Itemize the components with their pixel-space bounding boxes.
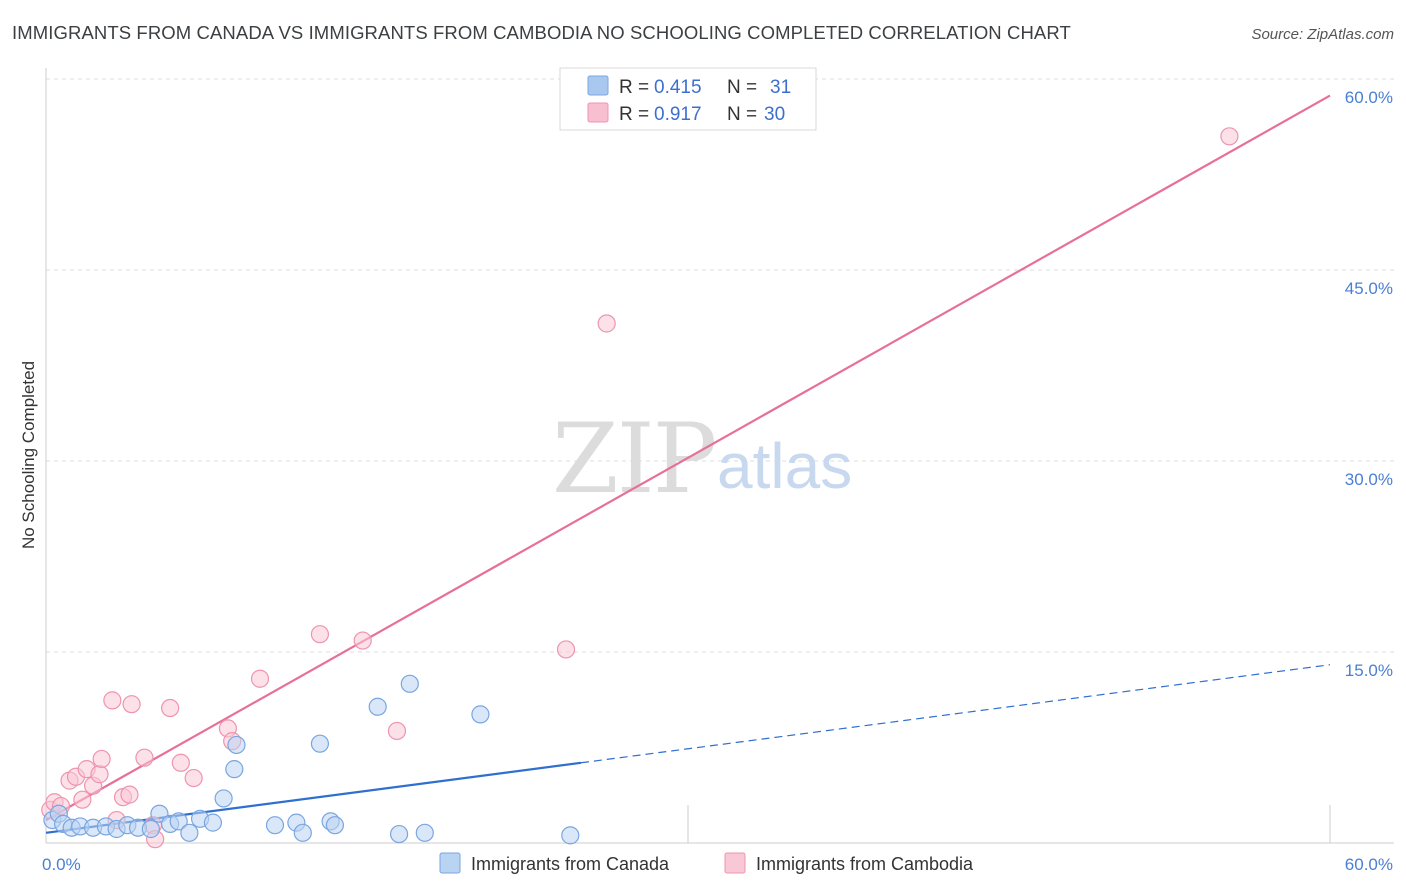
trendline-cambodia [45,94,1331,822]
point-canada [325,816,344,835]
points-layer [41,127,1239,849]
point-cambodia [310,625,330,644]
legend-swatch-canada [587,75,609,96]
point-cambodia [120,785,139,804]
chart-title: IMMIGRANTS FROM CANADA VS IMMIGRANTS FRO… [12,22,1071,43]
ticks-layer: 15.0% 30.0% 45.0% 60.0% 0.0% 60.0% [42,88,1393,874]
y-tick-label: 30.0% [1345,470,1393,489]
x-tick-label: 60.0% [1345,855,1393,874]
point-cambodia [122,695,141,714]
legend-n-label-canada: N = [727,77,757,98]
point-cambodia [184,768,203,788]
point-canada [203,813,223,832]
point-cambodia [161,698,180,718]
point-canada [169,812,188,831]
point-canada [225,760,244,779]
watermark-zip: ZIP [552,403,715,515]
point-canada [390,824,409,844]
point-cambodia [171,753,190,772]
series-legend-label-canada: Immigrants from Canada [471,854,670,874]
point-canada [310,734,330,753]
point-cambodia [73,790,92,809]
x-tick-label: 0.0% [42,855,81,874]
point-canada [561,826,580,845]
point-canada [180,823,199,842]
legend-r-label-cambodia: R = [619,104,649,125]
watermark: ZIP atlas [552,403,852,515]
series-legend-label-cambodia: Immigrants from Cambodia [756,854,974,874]
point-cambodia [387,721,407,741]
point-canada [293,823,312,842]
point-canada [227,735,246,755]
legend-r-label-canada: R = [619,77,649,98]
legend-n-label-cambodia: N = [727,104,757,125]
point-cambodia [92,749,111,769]
y-tick-label: 45.0% [1345,279,1393,298]
y-axis-label: No Schooling Completed [19,361,38,549]
point-canada [415,823,434,842]
point-cambodia [250,669,270,688]
point-canada [141,819,160,839]
point-cambodia [135,748,154,767]
point-cambodia [1220,127,1239,146]
point-cambodia [597,314,616,333]
watermark-atlas: atlas [717,430,852,502]
series-legend-swatch-canada [439,852,461,874]
point-canada [471,705,490,724]
legend-r-value-cambodia: 0.917 [654,104,702,125]
chart-source: Source: ZipAtlas.com [1251,26,1394,43]
series-legend: Immigrants from Canada Immigrants from C… [439,852,974,874]
legend-n-value-canada: 31 [770,77,791,98]
legend-swatch-cambodia [587,102,609,123]
point-canada [214,789,233,808]
point-canada [368,697,387,716]
y-tick-label: 60.0% [1345,88,1393,107]
y-tick-label: 15.0% [1345,661,1393,680]
stats-legend: R = 0.415 N = 31 R = 0.917 N = 30 [559,67,817,131]
series-legend-swatch-cambodia [724,852,746,874]
trendline-canada-extension [580,664,1331,764]
legend-n-value-cambodia: 30 [764,104,785,125]
point-cambodia [90,765,109,784]
point-canada [265,816,285,835]
grid-layer [45,68,1394,844]
legend-r-value-canada: 0.415 [654,77,702,98]
point-cambodia [353,631,372,650]
point-cambodia [103,691,122,710]
point-cambodia [556,640,576,659]
point-canada [400,674,419,693]
